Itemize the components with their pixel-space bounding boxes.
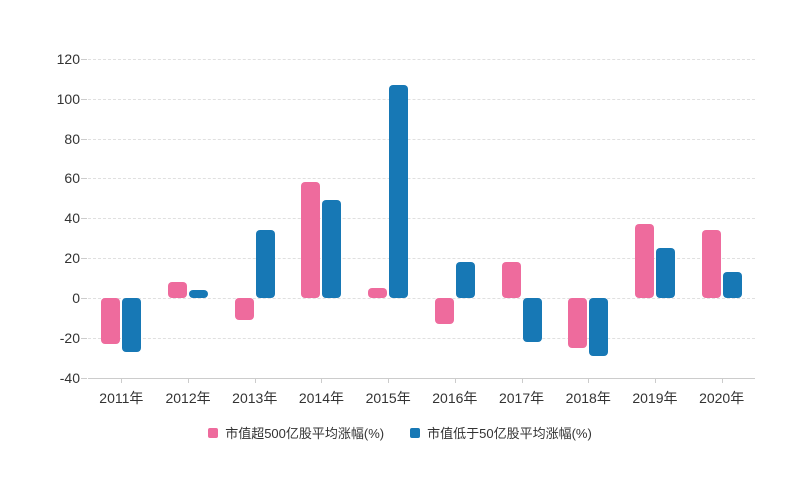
bar-large-cap-2011年[interactable] <box>101 297 121 344</box>
y-axis-tick <box>81 59 87 60</box>
x-axis-label: 2012年 <box>165 389 211 406</box>
gridline-y-80 <box>88 138 755 140</box>
x-axis-tick <box>254 377 256 383</box>
bar-large-cap-2015年[interactable] <box>368 287 388 298</box>
bar-small-cap-2019年[interactable] <box>655 248 675 298</box>
x-axis-label: 2013年 <box>232 389 278 406</box>
y-axis-label: 20 <box>64 250 80 267</box>
y-axis-label: 0 <box>72 289 80 306</box>
bar-small-cap-2017年[interactable] <box>522 297 542 342</box>
x-axis-label: 2011年 <box>99 389 144 406</box>
y-axis-tick <box>81 258 87 260</box>
legend-swatch-icon <box>410 427 421 438</box>
bar-small-cap-2018年[interactable] <box>589 297 609 356</box>
gridline-y-20 <box>88 258 755 260</box>
y-axis-tick <box>81 178 87 180</box>
x-axis-label: 2016年 <box>432 389 478 406</box>
bar-large-cap-2013年[interactable] <box>234 297 254 320</box>
x-axis-tick <box>654 377 656 383</box>
y-axis-label: 60 <box>64 170 80 187</box>
y-axis-label: -20 <box>59 329 80 346</box>
bar-large-cap-2019年[interactable] <box>634 224 654 298</box>
bar-large-cap-2020年[interactable] <box>701 230 721 298</box>
gridline-y-120 <box>88 59 755 60</box>
legend-item-large-cap[interactable]: 市值超500亿股平均涨幅(%) <box>208 423 384 442</box>
x-axis-tick <box>721 377 723 383</box>
x-axis-tick <box>388 377 390 383</box>
bar-small-cap-2011年[interactable] <box>122 297 142 352</box>
legend-swatch-icon <box>208 427 219 438</box>
x-axis-tick <box>454 377 456 383</box>
x-axis-label: 2015年 <box>365 389 411 406</box>
bar-small-cap-2016年[interactable] <box>455 262 475 298</box>
x-axis-label: 2020年 <box>699 389 745 406</box>
bar-large-cap-2018年[interactable] <box>568 297 588 348</box>
x-axis-tick <box>121 377 123 383</box>
y-axis-tick <box>81 297 87 299</box>
y-axis-tick <box>81 138 87 140</box>
bar-small-cap-2013年[interactable] <box>255 230 275 298</box>
y-axis-label: 100 <box>56 90 80 107</box>
gridline-y-0 <box>88 297 755 299</box>
gridline-y-40 <box>88 218 755 220</box>
bar-large-cap-2014年[interactable] <box>301 182 321 298</box>
gridline-y--20 <box>88 337 755 339</box>
x-axis-label: 2017年 <box>498 389 545 406</box>
y-axis-label: 80 <box>64 130 80 147</box>
bar-large-cap-2016年[interactable] <box>434 297 454 324</box>
bar-large-cap-2017年[interactable] <box>501 262 521 298</box>
y-axis-label: 40 <box>64 210 80 227</box>
gridline-y-60 <box>88 178 755 180</box>
x-axis-tick <box>521 377 523 383</box>
y-axis-tick <box>81 337 87 339</box>
x-axis-label: 2018年 <box>565 389 611 406</box>
plot-area: 120 100 80 60 40 20 0 -20 -40 2011年 2012年 2013年 2014… <box>57 51 755 406</box>
bar-small-cap-2012年[interactable] <box>189 289 209 298</box>
x-axis-tick <box>321 377 323 383</box>
bar-large-cap-2012年[interactable] <box>168 281 188 298</box>
x-axis-label: 2014年 <box>298 389 345 406</box>
y-axis-tick <box>81 218 87 220</box>
x-axis-label: 2019年 <box>632 389 678 406</box>
legend: 市值超500亿股平均涨幅(%) 市值低于50亿股平均涨幅(%) <box>0 423 800 442</box>
bar-small-cap-2020年[interactable] <box>722 271 742 298</box>
y-axis-tick <box>81 377 87 379</box>
gridline-y-100 <box>88 98 755 100</box>
y-axis-label: 120 <box>56 51 80 67</box>
bar-small-cap-2015年[interactable] <box>389 84 409 298</box>
legend-label: 市值超500亿股平均涨幅(%) <box>225 426 385 441</box>
legend-label: 市值低于50亿股平均涨幅(%) <box>427 426 592 441</box>
legend-item-small-cap[interactable]: 市值低于50亿股平均涨幅(%) <box>410 423 592 442</box>
x-axis-tick <box>188 377 190 383</box>
y-axis-tick <box>81 98 87 100</box>
bar-small-cap-2014年[interactable] <box>322 200 342 298</box>
x-axis-tick <box>588 377 590 383</box>
y-axis-label: -40 <box>59 369 80 386</box>
